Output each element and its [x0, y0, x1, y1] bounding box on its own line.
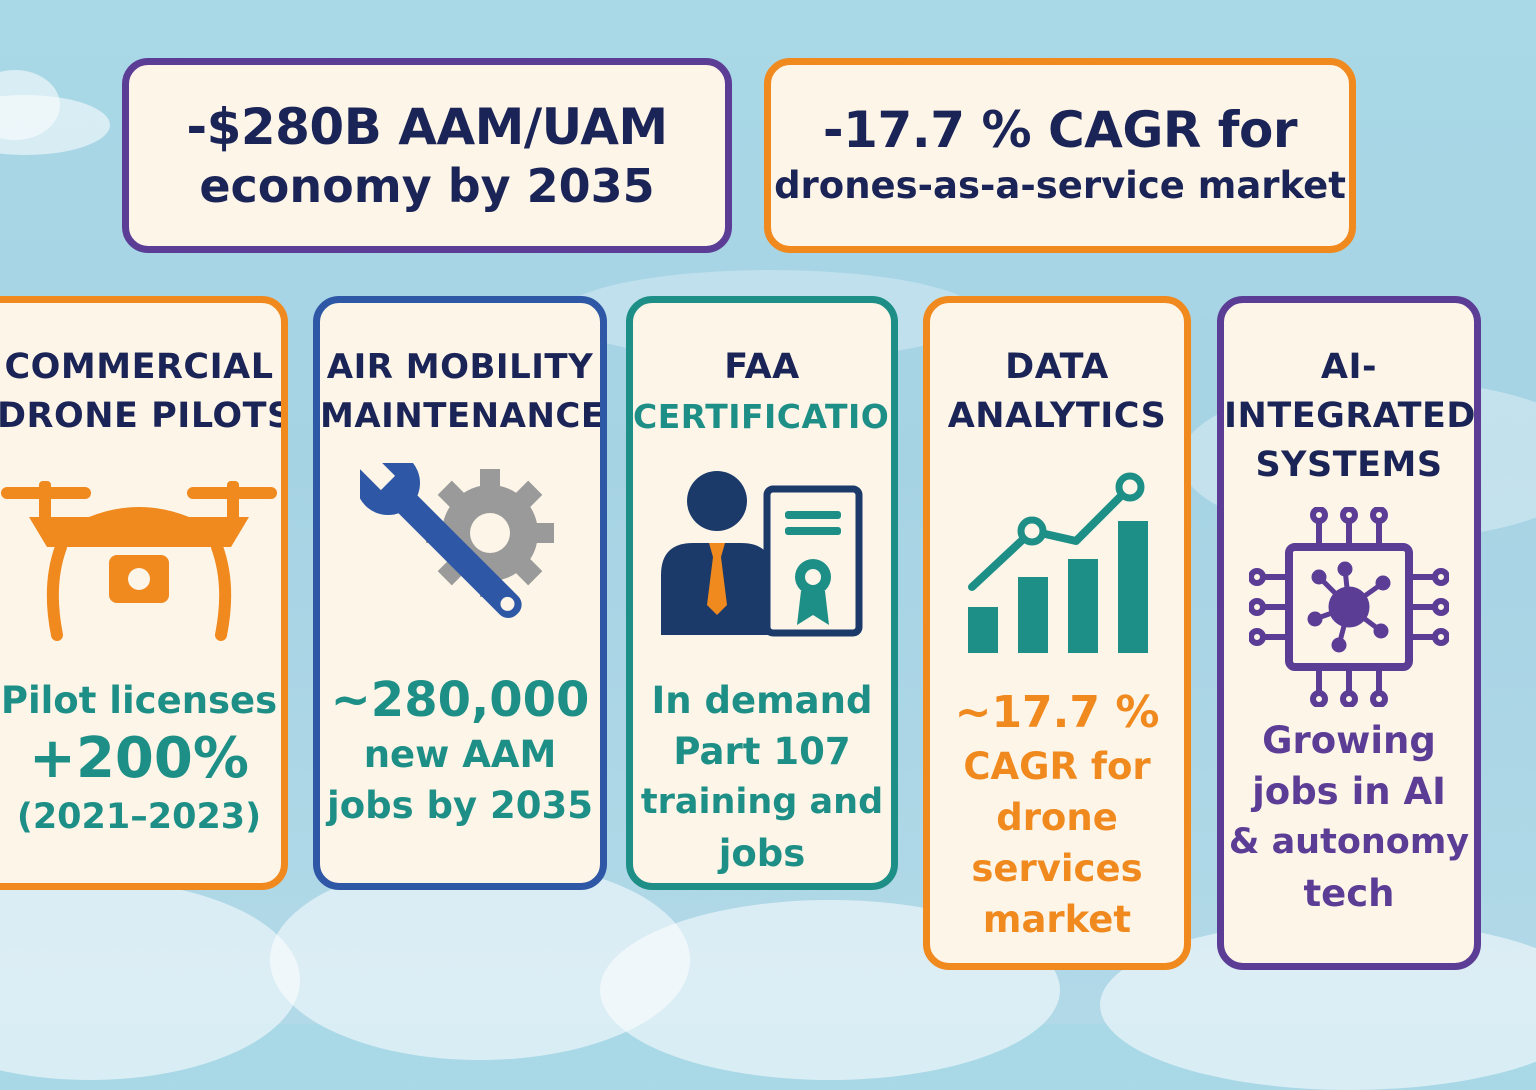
card-body: Pilot licenses +200% (2021–2023) — [0, 679, 278, 837]
card-body: In demand Part 107 training and jobs — [640, 679, 884, 875]
stat-subline: economy by 2035 — [199, 158, 655, 213]
card-body: ~280,000 new AAM jobs by 2035 — [327, 672, 593, 827]
drone-icon — [1, 481, 277, 641]
wrench-gear-icon — [360, 463, 554, 619]
card-faa-certification: FAA CERTIFICATION In demand Part 107 tra… — [626, 296, 898, 890]
card-title: AIR MOBILITY MAINTENANCE — [320, 347, 605, 436]
card-commercial-drone-pilots: COMMERCIAL DRONE PILOTS Pilot licenses +2… — [0, 296, 288, 890]
stat-headline: -$280B AAM/UAM — [186, 97, 668, 156]
card-body: Growing jobs in AI & autonomy tech — [1228, 719, 1470, 915]
stat-card-daas-cagr: -17.7 % CAGR for drones-as-a-service mar… — [764, 58, 1356, 253]
stat-card-aam-economy: -$280B AAM/UAM economy by 2035 — [122, 58, 732, 253]
card-title: DATA ANALYTICS — [947, 347, 1167, 436]
certified-person-icon — [661, 471, 863, 637]
card-title: FAA CERTIFICATION — [633, 347, 898, 436]
card-title: AI- INTEGRATED SYSTEMS — [1224, 347, 1476, 485]
card-air-mobility-maintenance: AIR MOBILITY MAINTENANCE ~280,000 — [313, 296, 607, 890]
stat-subline: drones-as-a-service market — [774, 163, 1346, 207]
card-title: COMMERCIAL DRONE PILOTS — [0, 347, 288, 436]
cloud — [0, 880, 300, 1080]
growth-chart-icon — [968, 472, 1148, 653]
card-data-analytics: DATA ANALYTICS ~17.7 % CAGR for drone ser… — [923, 296, 1191, 970]
ai-chip-icon — [1249, 507, 1449, 707]
stat-headline: -17.7 % CAGR for — [822, 100, 1298, 159]
card-body: ~17.7 % CAGR for drone services market — [954, 687, 1160, 941]
card-ai-integrated-systems: AI- INTEGRATED SYSTEMS Growing jobs in AI … — [1217, 296, 1481, 970]
